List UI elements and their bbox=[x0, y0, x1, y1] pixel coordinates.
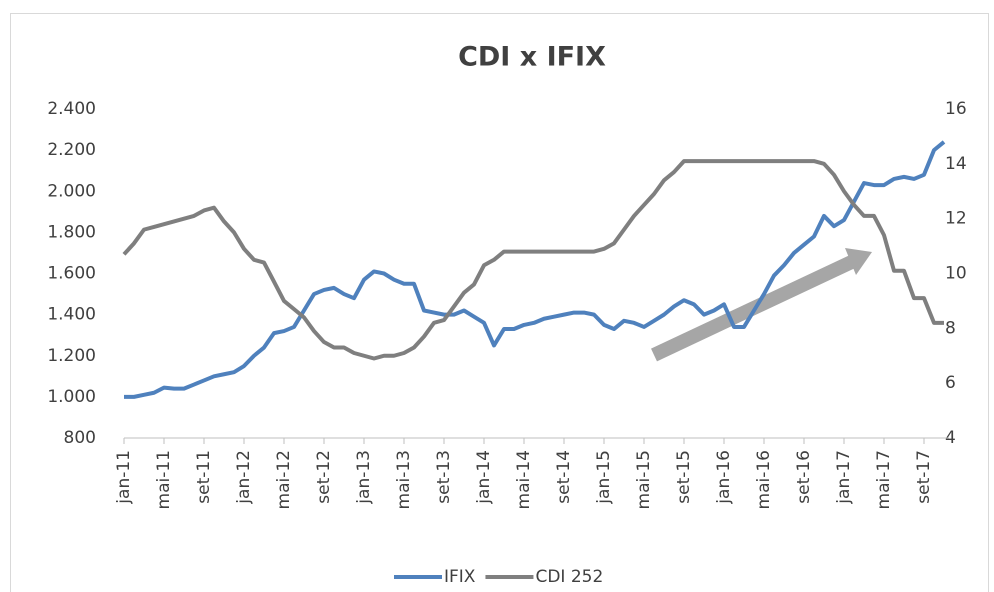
legend-label: IFIX bbox=[444, 567, 476, 587]
y2-tick-label: 4 bbox=[945, 428, 956, 448]
y-tick-label: 2.000 bbox=[47, 181, 96, 201]
x-tick-label: mai-14 bbox=[514, 450, 534, 509]
x-tick-label: jan-17 bbox=[834, 450, 854, 505]
y-tick-label: 1.400 bbox=[47, 305, 96, 325]
y2-tick-label: 14 bbox=[945, 154, 967, 174]
chart-border bbox=[10, 13, 989, 592]
chart-title: CDI x IFIX bbox=[458, 42, 606, 73]
y-tick-label: 1.800 bbox=[47, 222, 96, 242]
x-tick-label: mai-17 bbox=[874, 450, 894, 509]
x-tick-label: mai-11 bbox=[154, 450, 174, 509]
y-tick-label: 2.400 bbox=[47, 99, 96, 119]
y2-tick-label: 12 bbox=[945, 209, 967, 229]
y2-tick-label: 16 bbox=[945, 99, 967, 119]
x-tick-label: jan-15 bbox=[594, 450, 614, 505]
y2-tick-label: 10 bbox=[945, 264, 967, 284]
x-tick-label: set-12 bbox=[314, 450, 334, 504]
x-tick-label: mai-15 bbox=[634, 450, 654, 509]
x-tick-label: mai-12 bbox=[274, 450, 294, 509]
y2-tick-label: 6 bbox=[945, 373, 956, 393]
x-tick-label: set-16 bbox=[794, 450, 814, 504]
x-tick-label: set-13 bbox=[434, 450, 454, 504]
series-line bbox=[122, 159, 944, 361]
x-tick-label: jan-13 bbox=[354, 450, 374, 505]
x-tick-label: mai-13 bbox=[394, 450, 414, 509]
series-line bbox=[124, 140, 946, 399]
x-tick-label: jan-11 bbox=[114, 450, 134, 505]
x-tick-label: jan-16 bbox=[714, 450, 734, 505]
y-tick-label: 800 bbox=[64, 428, 96, 448]
legend-label: CDI 252 bbox=[535, 567, 603, 587]
y-tick-label: 1.000 bbox=[47, 387, 96, 407]
x-tick-label: set-15 bbox=[674, 450, 694, 504]
y2-tick-label: 8 bbox=[945, 318, 956, 338]
trend-arrow-head bbox=[845, 248, 872, 275]
x-tick-label: set-11 bbox=[194, 450, 214, 504]
x-tick-label: mai-16 bbox=[754, 450, 774, 509]
x-tick-label: set-14 bbox=[554, 450, 574, 504]
y-tick-label: 1.200 bbox=[47, 346, 96, 366]
x-tick-label: jan-12 bbox=[234, 450, 254, 505]
x-tick-label: jan-14 bbox=[474, 450, 494, 505]
y-tick-label: 2.200 bbox=[47, 140, 96, 160]
x-tick-label: set-17 bbox=[914, 450, 934, 504]
y-tick-label: 1.600 bbox=[47, 264, 96, 284]
